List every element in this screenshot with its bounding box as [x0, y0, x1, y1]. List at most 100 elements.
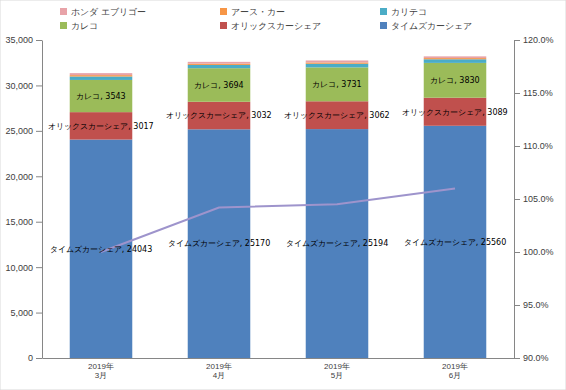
tick-label-line: 2019年: [324, 362, 350, 371]
tick-label: 2019年4月: [206, 362, 232, 381]
tick-mark: [514, 40, 520, 41]
tick-mark: [514, 252, 520, 253]
data-label: オリックスカーシェア, 3062: [284, 111, 389, 120]
data-label: タイムズカーシェア, 25560: [404, 238, 507, 247]
tick-label: 35,000: [5, 35, 33, 45]
tick-label: 115.0%: [523, 88, 553, 98]
tick: 15,000: [5, 217, 42, 227]
legend-label: オリックスカーシェア: [231, 21, 321, 31]
tick-label-line: 6月: [449, 371, 461, 380]
data-label: オリックスカーシェア, 3032: [166, 111, 271, 120]
tick-label: 2019年6月: [442, 362, 468, 381]
data-label: タイムズカーシェア, 25194: [286, 239, 389, 248]
bar-segment: [424, 58, 487, 59]
legend-label: カリテコ: [391, 7, 427, 17]
tick-label-line: 2019年: [442, 362, 468, 371]
axis-line: [42, 41, 43, 359]
data-labels: タイムズカーシェア, 24043 タイムズカーシェア, 25170 タイムズカーシェ…: [48, 76, 507, 253]
data-label: カレコ, 3543: [76, 92, 125, 101]
tick-mark: [514, 199, 520, 200]
tick-label: 120.0%: [523, 35, 554, 45]
tick-label: 30,000: [5, 81, 33, 91]
plot-area: [70, 56, 487, 358]
tick-label-line: 2019年: [88, 362, 114, 371]
legend-swatch: [60, 8, 67, 15]
bar-segment: [70, 80, 133, 112]
background: [0, 0, 566, 390]
tick-mark: [36, 267, 42, 268]
bar-segment: [424, 59, 487, 63]
bar-segment: [306, 64, 369, 68]
tick-label: 2019年5月: [324, 362, 350, 381]
legend-entry: オリックスカーシェア: [220, 21, 321, 31]
bar-segment: [188, 64, 251, 65]
tick-label: 10,000: [5, 263, 33, 273]
legend-entry: タイムズカーシェア: [380, 21, 472, 31]
bar-segment: [188, 62, 251, 64]
line: [101, 188, 455, 252]
tick-mark: [36, 313, 42, 314]
tick-mark: [514, 146, 520, 147]
legend-entry: ホンダ エブリゴー: [60, 7, 146, 17]
bar-segment: [424, 56, 487, 58]
tick-label: 95.0%: [523, 300, 549, 310]
bar-segment: [306, 62, 369, 63]
tick: 0: [28, 353, 42, 363]
legend-label: タイムズカーシェア: [391, 21, 472, 31]
bar-segment: [70, 75, 133, 76]
tick: 2019年3月: [88, 362, 114, 381]
data-label: カレコ, 3830: [430, 76, 479, 85]
legend-label: カレコ: [71, 21, 98, 31]
tick: 110.0%: [514, 141, 553, 151]
tick-label: 5,000: [10, 308, 33, 318]
tick: 115.0%: [514, 88, 553, 98]
bar-segment: [306, 67, 369, 101]
tick-mark: [36, 85, 42, 86]
tick: 20,000: [5, 172, 42, 182]
tick-label: 100.0%: [523, 247, 554, 257]
tick-label-line: 5月: [331, 371, 343, 380]
bar-segment: [70, 76, 133, 79]
legend-swatch: [380, 8, 387, 15]
bar-segment: [188, 65, 251, 68]
tick-label: 15,000: [5, 217, 33, 227]
tick: 10,000: [5, 263, 42, 273]
legend-swatch: [60, 22, 67, 29]
tick: 5,000: [10, 308, 42, 318]
x-axis: 2019年3月2019年4月2019年5月2019年6月: [43, 359, 515, 381]
tick-label: 110.0%: [523, 141, 553, 151]
tick-mark: [514, 305, 520, 306]
tick: 2019年6月: [442, 362, 468, 381]
legend-label: ホンダ エブリゴー: [71, 7, 146, 17]
tick-label-line: 3月: [95, 371, 107, 380]
tick: 105.0%: [514, 194, 554, 204]
bar-segment: [188, 68, 251, 102]
tick-label: 105.0%: [523, 194, 554, 204]
tick-label: 0: [28, 353, 33, 363]
axis-line: [43, 358, 515, 359]
chart: タイムズカーシェア, 24043 タイムズカーシェア, 25170 タイムズカーシェ…: [0, 0, 566, 390]
legend-swatch: [220, 8, 227, 15]
tick: 95.0%: [514, 300, 549, 310]
tick-mark: [36, 40, 42, 41]
tick-mark: [514, 93, 520, 94]
data-label: オリックスカーシェア, 3017: [48, 122, 153, 131]
bar-segment: [306, 60, 369, 62]
legend-swatch: [380, 22, 387, 29]
data-label: タイムズカーシェア, 24043: [50, 245, 153, 254]
data-label: オリックスカーシェア, 3089: [402, 108, 507, 117]
legend-entry: アース・カー: [220, 7, 285, 17]
legend-entry: カレコ: [60, 21, 98, 31]
legend-entry: カリテコ: [380, 7, 427, 17]
data-label: タイムズカーシェア, 25170: [168, 239, 271, 248]
tick: 30,000: [5, 81, 42, 91]
bar-segment: [424, 63, 487, 98]
data-label: カレコ, 3731: [312, 80, 361, 89]
tick-mark: [36, 176, 42, 177]
tick-mark: [36, 131, 42, 132]
tick-mark: [514, 358, 520, 359]
tick: 2019年5月: [324, 362, 350, 381]
legend-label: アース・カー: [231, 7, 285, 17]
tick-label-line: 2019年: [206, 362, 232, 371]
tick-mark: [36, 358, 42, 359]
